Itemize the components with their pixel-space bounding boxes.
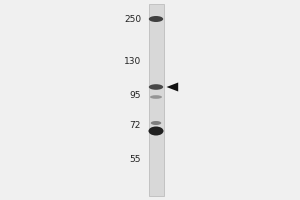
Ellipse shape <box>150 95 162 99</box>
Bar <box>148 4 164 196</box>
Text: 55: 55 <box>130 156 141 164</box>
Ellipse shape <box>151 121 161 125</box>
Polygon shape <box>167 83 178 92</box>
Text: 130: 130 <box>124 58 141 66</box>
Ellipse shape <box>149 16 163 22</box>
Text: 250: 250 <box>124 15 141 23</box>
Text: 95: 95 <box>130 90 141 99</box>
Text: 72: 72 <box>130 120 141 130</box>
Ellipse shape <box>148 127 164 136</box>
Ellipse shape <box>149 84 163 90</box>
